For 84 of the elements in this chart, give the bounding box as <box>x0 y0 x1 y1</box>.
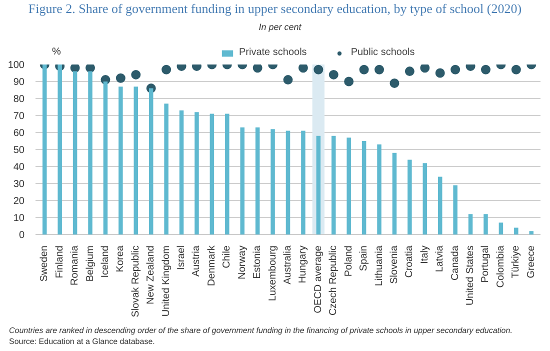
x-tick-label: Slovak Republic <box>130 245 142 318</box>
bar <box>72 71 78 234</box>
x-tick-label: Luxembourg <box>267 245 278 302</box>
y-tick-label: 90 <box>13 77 25 88</box>
bar <box>240 127 244 234</box>
x-tick-label: Colombia <box>495 245 506 288</box>
y-axis-title: % <box>52 46 62 58</box>
bar <box>453 185 458 234</box>
bar <box>392 152 397 234</box>
y-tick-label: 100 <box>8 60 25 71</box>
bar <box>438 176 442 234</box>
x-tick-label: Romania <box>70 245 81 286</box>
x-tick-label: Spain <box>358 246 370 272</box>
x-tick-label: Canada <box>450 245 461 281</box>
chart-title: Figure 2. Share of government funding in upper secondary education, by type of school (2020) <box>28 0 522 18</box>
x-tick-label: Korea <box>115 245 126 272</box>
x-tick-label: OECD average <box>312 245 324 314</box>
x-tick-label: Slovenia <box>388 245 400 284</box>
bar <box>194 112 199 234</box>
bar <box>134 86 138 234</box>
bar <box>255 127 260 234</box>
bar <box>210 114 214 234</box>
x-tick-label: Norway <box>236 245 248 280</box>
y-tick-label: 70 <box>13 111 25 122</box>
bar <box>377 144 382 234</box>
bar <box>42 64 47 234</box>
x-tick-label: Latvia <box>434 245 446 272</box>
x-tick-label: Belgium <box>84 245 96 282</box>
x-tick-label: Portugal <box>480 245 492 283</box>
legend-label: Private schools <box>239 47 307 58</box>
y-tick-label: 30 <box>13 179 25 190</box>
x-tick-label: Greece <box>526 245 537 278</box>
bar <box>316 136 321 234</box>
legend-label: Public schools <box>350 47 415 58</box>
x-tick-label: United States <box>465 245 476 306</box>
bar <box>514 228 518 234</box>
x-tick-label: Israel <box>176 246 188 270</box>
y-tick-label: 40 <box>13 162 25 173</box>
x-tick-label: Hungary <box>298 245 309 284</box>
bar <box>332 136 336 234</box>
bar <box>88 71 92 234</box>
bar <box>346 138 351 234</box>
y-tick-label: 0 <box>18 230 25 241</box>
y-tick-label: 20 <box>13 196 25 207</box>
bar <box>148 88 154 234</box>
x-tick-label: Lithuania <box>374 245 385 286</box>
x-tick-label: Poland <box>343 245 354 277</box>
bar <box>225 114 230 234</box>
x-tick-label: Croatia <box>404 245 416 278</box>
bar <box>58 64 62 234</box>
x-tick-label: Finland <box>54 245 66 278</box>
x-tick-label: Chile <box>222 245 233 268</box>
x-tick-label: Estonia <box>252 245 264 279</box>
bar <box>408 160 412 234</box>
x-tick-label: Iceland <box>100 245 111 278</box>
bar <box>103 82 108 234</box>
chart-subtitle: In per cent <box>258 21 302 34</box>
bar <box>179 110 184 234</box>
x-tick-label: United Kingdom <box>160 245 172 317</box>
bar <box>468 214 473 234</box>
bar <box>484 214 488 234</box>
bar <box>422 163 428 234</box>
source-note: Source: Education at a Glance database. <box>9 336 156 347</box>
bar <box>498 222 504 234</box>
bar <box>362 141 366 234</box>
y-tick-label: 10 <box>13 213 25 224</box>
x-tick-label: Türkiye <box>510 245 522 278</box>
y-tick-label: 80 <box>13 94 25 105</box>
x-tick-label: Australia <box>282 245 294 284</box>
x-tick-label: Czech Republic <box>328 245 340 316</box>
x-tick-label: Italy <box>419 245 430 264</box>
x-tick-label: New Zealand <box>146 246 157 304</box>
bar <box>118 86 123 234</box>
x-tick-label: Sweden <box>39 245 50 282</box>
text: Countries are ranked in descending order of the share of government funding in the financing of private schools in upper secondary education. <box>9 325 512 336</box>
bar <box>529 231 534 234</box>
x-tick-label: Austria <box>191 245 202 277</box>
y-tick-label: 60 <box>13 128 25 139</box>
y-tick-label: 50 <box>13 145 25 156</box>
bar <box>286 130 290 234</box>
bar <box>270 129 275 234</box>
bar <box>301 130 306 234</box>
bar <box>164 104 168 234</box>
x-tick-label: Denmark <box>206 244 218 286</box>
